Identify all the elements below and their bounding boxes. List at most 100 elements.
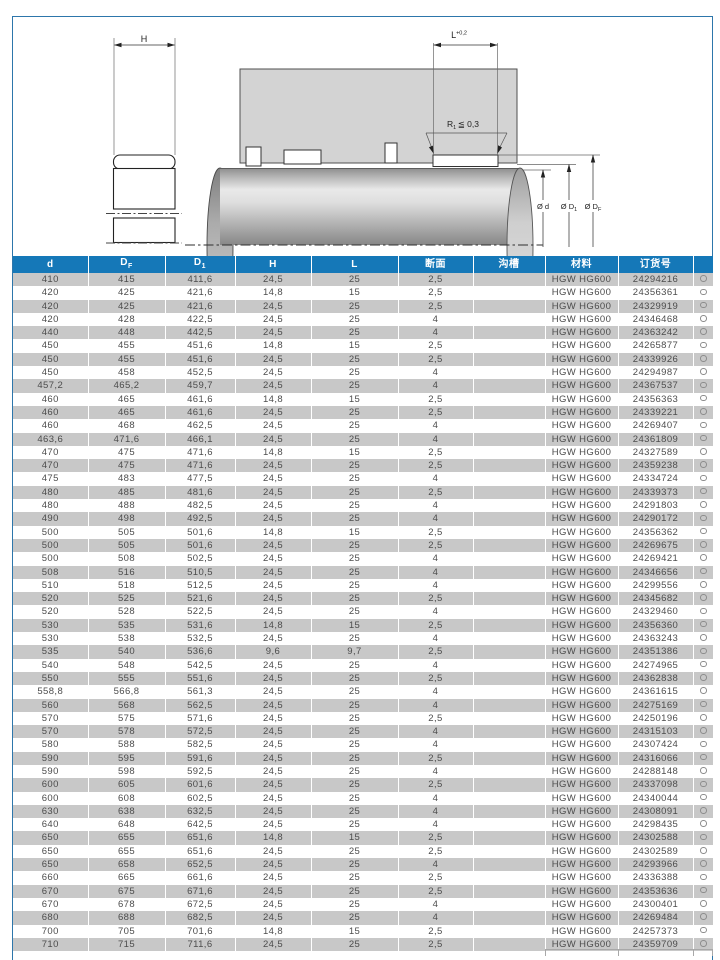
cell-d1: 671,6 bbox=[165, 884, 236, 898]
cell-d: 450 bbox=[13, 352, 89, 367]
cell-section: 4 bbox=[398, 858, 474, 872]
table-continuation-line bbox=[545, 949, 713, 950]
table-row: 590 598 592,5 24,5 25 4 HGW HG600 242881… bbox=[13, 764, 713, 779]
cell-h: 14,8 bbox=[235, 924, 312, 938]
leader-arrow-left bbox=[428, 145, 434, 154]
circle-indicator-icon bbox=[700, 567, 707, 575]
cell-order-no: 24294987 bbox=[618, 366, 694, 380]
cell-indicator bbox=[693, 765, 713, 778]
cell-df: 428 bbox=[88, 312, 166, 327]
cell-indicator bbox=[693, 472, 713, 485]
circle-indicator-icon bbox=[700, 301, 707, 309]
cell-section: 4 bbox=[398, 512, 474, 526]
cell-h: 24,5 bbox=[235, 459, 312, 473]
cell-h: 24,5 bbox=[235, 379, 312, 393]
table-row: 570 578 572,5 24,5 25 4 HGW HG600 243151… bbox=[13, 725, 713, 739]
cell-section: 4 bbox=[398, 605, 474, 619]
cell-material: HGW HG600 bbox=[545, 499, 619, 513]
cell-h: 24,5 bbox=[235, 472, 312, 486]
circle-indicator-icon bbox=[700, 807, 707, 814]
cell-indicator bbox=[693, 366, 713, 379]
cell-d1: 591,6 bbox=[165, 751, 236, 765]
cell-h: 24,5 bbox=[235, 698, 312, 712]
cell-material: HGW HG600 bbox=[545, 312, 619, 327]
cell-l: 15 bbox=[311, 339, 399, 353]
cell-order-no: 24288148 bbox=[618, 764, 694, 779]
table-row: 670 678 672,5 24,5 25 4 HGW HG600 243004… bbox=[13, 897, 713, 912]
cell-d1: 651,6 bbox=[165, 831, 236, 845]
cell-material: HGW HG600 bbox=[545, 445, 619, 460]
cell-groove bbox=[473, 844, 546, 859]
cell-order-no: 24298435 bbox=[618, 818, 694, 832]
table-row: 550 555 551,6 24,5 25 2,5 HGW HG600 2436… bbox=[13, 671, 713, 686]
cell-indicator bbox=[693, 579, 713, 592]
cell-indicator bbox=[693, 792, 713, 805]
cell-groove bbox=[473, 605, 546, 619]
table-row: 670 675 671,6 24,5 25 2,5 HGW HG600 2435… bbox=[13, 884, 713, 898]
cell-d: 558,8 bbox=[13, 685, 89, 699]
table-row: 440 448 442,5 24,5 25 4 HGW HG600 243632… bbox=[13, 326, 713, 340]
cell-indicator bbox=[693, 419, 713, 432]
col-header-material: 材料 bbox=[545, 256, 619, 273]
cell-order-no: 24363242 bbox=[618, 326, 694, 340]
cell-groove bbox=[473, 512, 546, 526]
circle-indicator-icon bbox=[700, 660, 707, 668]
circle-indicator-icon bbox=[700, 341, 707, 349]
cell-d: 475 bbox=[13, 472, 89, 486]
cell-h: 24,5 bbox=[235, 911, 312, 925]
circle-indicator-icon bbox=[700, 833, 707, 841]
cell-order-no: 24316066 bbox=[618, 751, 694, 765]
cell-l: 25 bbox=[311, 858, 399, 872]
seal-in-groove bbox=[432, 154, 499, 167]
cell-order-no: 24336388 bbox=[618, 871, 694, 885]
dim-h-label: H bbox=[141, 34, 148, 44]
cell-material: HGW HG600 bbox=[545, 432, 619, 446]
cell-d1: 481,6 bbox=[165, 485, 236, 500]
table-row: 600 605 601,6 24,5 25 2,5 HGW HG600 2433… bbox=[13, 778, 713, 792]
cell-indicator bbox=[693, 592, 713, 605]
cell-h: 24,5 bbox=[235, 552, 312, 566]
cell-d: 420 bbox=[13, 286, 89, 300]
cell-df: 548 bbox=[88, 658, 166, 672]
cell-l: 25 bbox=[311, 671, 399, 686]
cell-groove bbox=[473, 432, 546, 446]
cell-groove bbox=[473, 578, 546, 593]
cell-d: 450 bbox=[13, 366, 89, 380]
cell-indicator bbox=[693, 339, 713, 352]
cell-h: 24,5 bbox=[235, 937, 312, 952]
cell-order-no: 24274965 bbox=[618, 658, 694, 672]
circle-indicator-icon bbox=[700, 315, 707, 322]
dim-arrow-left bbox=[114, 42, 122, 48]
cell-h: 14,8 bbox=[235, 445, 312, 460]
cell-l: 25 bbox=[311, 273, 399, 287]
cell-material: HGW HG600 bbox=[545, 831, 619, 845]
cell-df: 471,6 bbox=[88, 432, 166, 446]
cell-material: HGW HG600 bbox=[545, 538, 619, 553]
cell-indicator bbox=[693, 685, 713, 698]
circle-indicator-icon bbox=[700, 554, 707, 561]
cell-order-no: 24302588 bbox=[618, 831, 694, 845]
circle-indicator-icon bbox=[700, 434, 707, 442]
cell-material: HGW HG600 bbox=[545, 658, 619, 672]
cell-df: 595 bbox=[88, 751, 166, 765]
cell-indicator bbox=[693, 619, 713, 632]
table-row: 510 518 512,5 24,5 25 4 HGW HG600 242995… bbox=[13, 578, 713, 593]
cell-h: 14,8 bbox=[235, 831, 312, 845]
cell-d: 420 bbox=[13, 312, 89, 327]
cell-material: HGW HG600 bbox=[545, 273, 619, 287]
cell-l: 25 bbox=[311, 578, 399, 593]
cell-order-no: 24275169 bbox=[618, 698, 694, 712]
cell-indicator bbox=[693, 379, 713, 392]
table-row: 560 568 562,5 24,5 25 4 HGW HG600 242751… bbox=[13, 698, 713, 712]
cell-order-no: 24362838 bbox=[618, 671, 694, 686]
circle-indicator-icon bbox=[700, 727, 707, 734]
circle-indicator-icon bbox=[700, 275, 707, 282]
cell-material: HGW HG600 bbox=[545, 286, 619, 300]
cell-order-no: 24269675 bbox=[618, 538, 694, 553]
cell-d1: 522,5 bbox=[165, 605, 236, 619]
circle-indicator-icon bbox=[700, 581, 707, 588]
cell-h: 24,5 bbox=[235, 592, 312, 606]
cell-h: 24,5 bbox=[235, 685, 312, 699]
table-row: 460 465 461,6 24,5 25 2,5 HGW HG600 2433… bbox=[13, 405, 713, 420]
cell-material: HGW HG600 bbox=[545, 525, 619, 539]
